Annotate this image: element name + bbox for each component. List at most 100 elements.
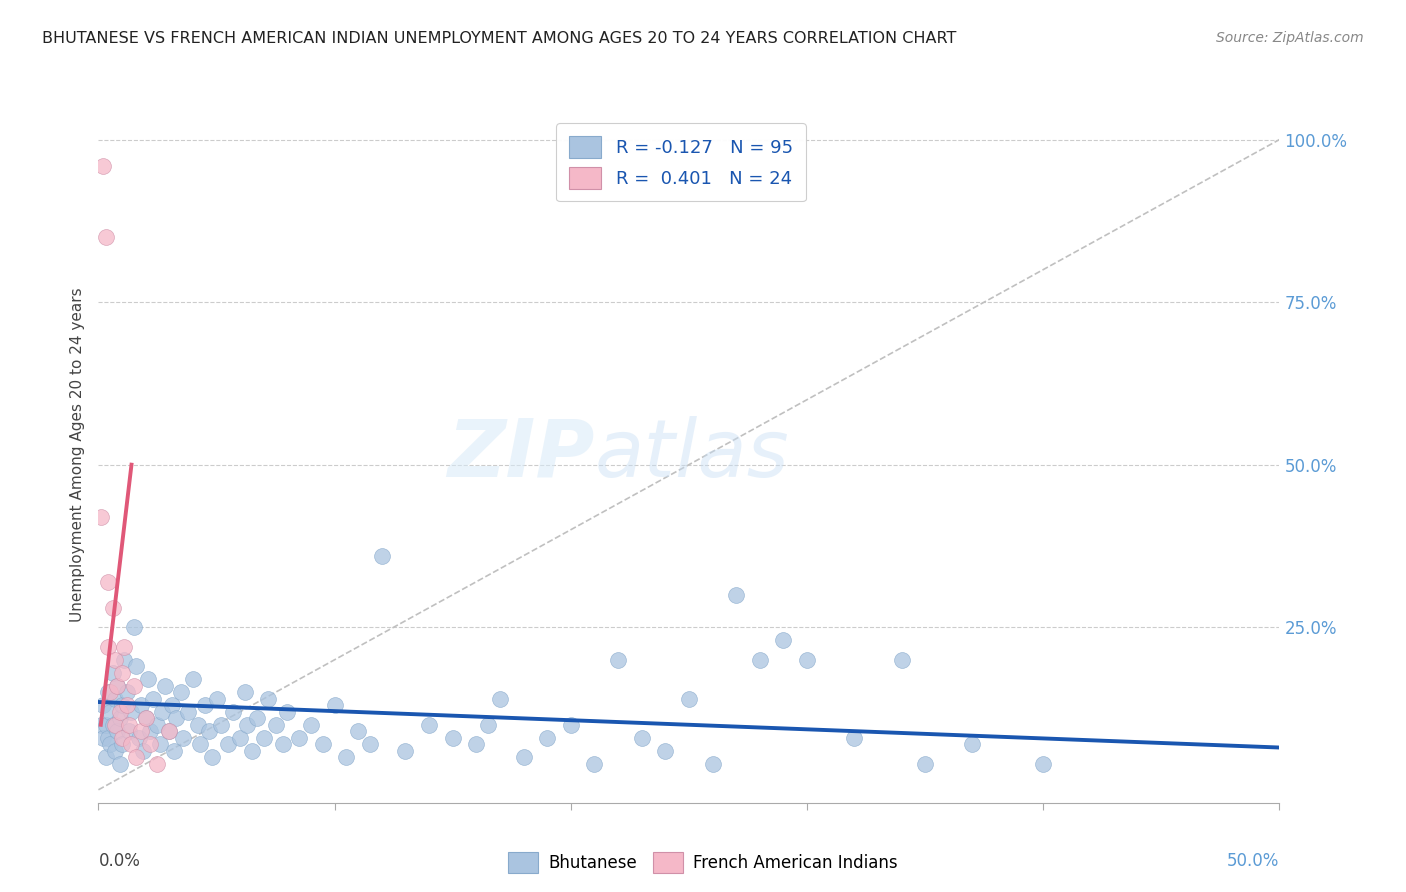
Point xyxy=(128,731,150,745)
Text: ZIP: ZIP xyxy=(447,416,595,494)
Point xyxy=(142,691,165,706)
Point xyxy=(172,731,194,745)
Point xyxy=(115,698,138,713)
Point xyxy=(209,718,232,732)
Text: 50.0%: 50.0% xyxy=(1227,852,1279,870)
Point xyxy=(359,737,381,751)
Point xyxy=(112,640,135,654)
Point xyxy=(222,705,245,719)
Point xyxy=(121,705,143,719)
Point xyxy=(122,620,145,634)
Point xyxy=(725,588,748,602)
Point xyxy=(146,718,169,732)
Point xyxy=(104,653,127,667)
Point xyxy=(108,756,131,771)
Point xyxy=(796,653,818,667)
Point xyxy=(105,724,128,739)
Point xyxy=(104,691,127,706)
Point xyxy=(347,724,370,739)
Point xyxy=(111,698,134,713)
Point xyxy=(236,718,259,732)
Point xyxy=(101,600,124,615)
Point xyxy=(394,744,416,758)
Text: BHUTANESE VS FRENCH AMERICAN INDIAN UNEMPLOYMENT AMONG AGES 20 TO 24 YEARS CORRE: BHUTANESE VS FRENCH AMERICAN INDIAN UNEM… xyxy=(42,31,956,46)
Point xyxy=(271,737,294,751)
Point xyxy=(489,691,512,706)
Point xyxy=(890,653,912,667)
Point xyxy=(217,737,239,751)
Point xyxy=(122,679,145,693)
Point xyxy=(198,724,221,739)
Point xyxy=(160,698,183,713)
Point xyxy=(90,718,112,732)
Text: atlas: atlas xyxy=(595,416,789,494)
Legend: Bhutanese, French American Indians: Bhutanese, French American Indians xyxy=(502,846,904,880)
Point xyxy=(962,737,984,751)
Point xyxy=(135,711,157,725)
Point xyxy=(115,685,138,699)
Point xyxy=(153,679,176,693)
Point xyxy=(165,711,187,725)
Point xyxy=(97,731,120,745)
Point xyxy=(323,698,346,713)
Point xyxy=(118,724,141,739)
Point xyxy=(101,718,124,732)
Point xyxy=(630,731,652,745)
Point xyxy=(111,737,134,751)
Point xyxy=(233,685,256,699)
Point xyxy=(1032,756,1054,771)
Text: Source: ZipAtlas.com: Source: ZipAtlas.com xyxy=(1216,31,1364,45)
Point xyxy=(170,685,193,699)
Point xyxy=(97,685,120,699)
Point xyxy=(118,718,141,732)
Point xyxy=(607,653,630,667)
Point xyxy=(312,737,335,751)
Point xyxy=(97,640,120,654)
Point xyxy=(150,705,173,719)
Point xyxy=(105,679,128,693)
Point xyxy=(465,737,488,751)
Point xyxy=(772,633,794,648)
Point xyxy=(177,705,200,719)
Point xyxy=(583,756,606,771)
Y-axis label: Unemployment Among Ages 20 to 24 years: Unemployment Among Ages 20 to 24 years xyxy=(69,287,84,623)
Point xyxy=(112,653,135,667)
Point xyxy=(91,698,114,713)
Point xyxy=(181,672,204,686)
Point xyxy=(129,698,152,713)
Point xyxy=(194,698,217,713)
Point xyxy=(146,756,169,771)
Point xyxy=(94,718,117,732)
Point xyxy=(187,718,209,732)
Point xyxy=(132,744,155,758)
Point xyxy=(91,731,114,745)
Point xyxy=(90,509,112,524)
Point xyxy=(477,718,499,732)
Point xyxy=(253,731,276,745)
Point xyxy=(149,737,172,751)
Point xyxy=(101,665,124,680)
Point xyxy=(94,750,117,764)
Point xyxy=(914,756,936,771)
Point xyxy=(97,574,120,589)
Point xyxy=(678,691,700,706)
Point xyxy=(441,731,464,745)
Point xyxy=(98,705,121,719)
Point xyxy=(111,665,134,680)
Point xyxy=(136,672,159,686)
Point xyxy=(98,737,121,751)
Point xyxy=(139,724,162,739)
Point xyxy=(135,711,157,725)
Point xyxy=(264,718,287,732)
Point xyxy=(94,230,117,244)
Point xyxy=(163,744,186,758)
Point xyxy=(205,691,228,706)
Point xyxy=(335,750,357,764)
Point xyxy=(104,744,127,758)
Point xyxy=(512,750,534,764)
Point xyxy=(560,718,582,732)
Point xyxy=(536,731,558,745)
Point xyxy=(125,659,148,673)
Point xyxy=(702,756,724,771)
Point xyxy=(246,711,269,725)
